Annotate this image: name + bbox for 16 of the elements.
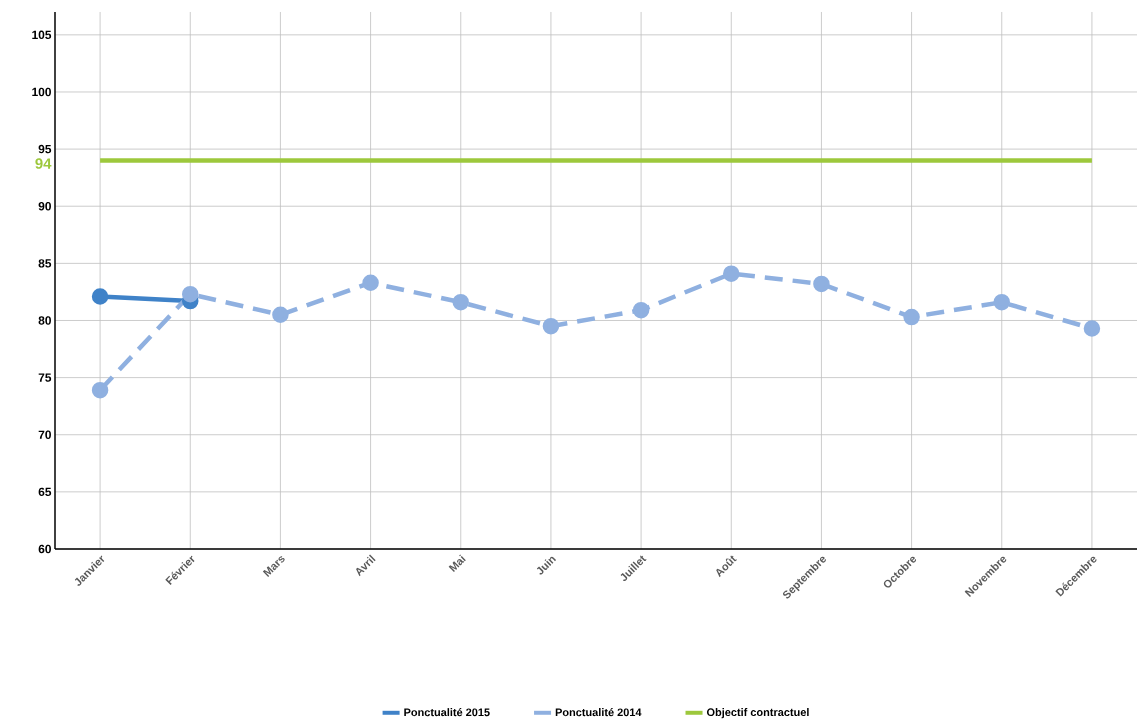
- legend-label: Ponctualité 2014: [555, 708, 642, 717]
- y-tick-label: 105: [32, 30, 52, 40]
- y-tick-label: 75: [38, 373, 52, 382]
- text: 94: [35, 158, 52, 169]
- x-tick-label: Mai: [448, 554, 466, 572]
- x-tick-label: Juin: [536, 556, 557, 575]
- y-tick-label: 65: [38, 487, 52, 497]
- y-tick-label: 95: [38, 144, 52, 154]
- legend-label: Ponctualité 2015: [404, 708, 490, 717]
- y-tick-label: 60: [38, 544, 51, 554]
- y-tick-label: 100: [32, 87, 51, 97]
- y-tick-label: 85: [38, 259, 52, 268]
- legend-label: Objectif contractuel: [706, 708, 809, 719]
- y-tick-label: 90: [38, 202, 51, 211]
- y-tick-label: 80: [38, 316, 51, 325]
- y-tick-label: 70: [38, 430, 51, 439]
